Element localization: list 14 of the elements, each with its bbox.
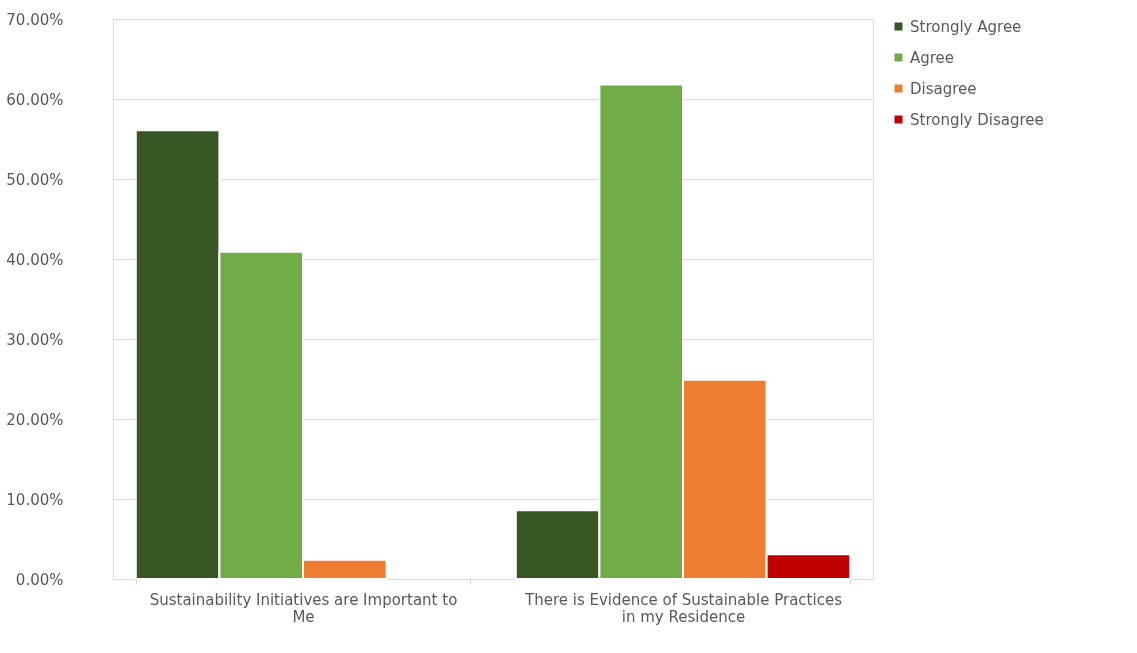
y-tick-label: 50.00% — [6, 170, 64, 189]
y-tick-label: 10.00% — [6, 490, 64, 509]
y-tick-label: 30.00% — [6, 330, 64, 349]
legend-label: Disagree — [910, 79, 977, 98]
y-tick-label: 70.00% — [6, 10, 64, 29]
legend-label: Agree — [910, 48, 955, 67]
y-tick-label: 0.00% — [15, 570, 64, 589]
legend-label: Strongly Disagree — [910, 110, 1044, 129]
legend-label: Strongly Agree — [910, 17, 1022, 36]
x-tick-label: There is Evidence of Sustainable Practices in my Residence — [524, 590, 843, 626]
x-tick-label: Sustainability Initiatives are Important to Me — [149, 590, 458, 626]
y-tick-label: 40.00% — [6, 250, 64, 269]
y-tick-label: 60.00% — [6, 90, 64, 109]
y-tick-label: 20.00% — [6, 410, 64, 429]
